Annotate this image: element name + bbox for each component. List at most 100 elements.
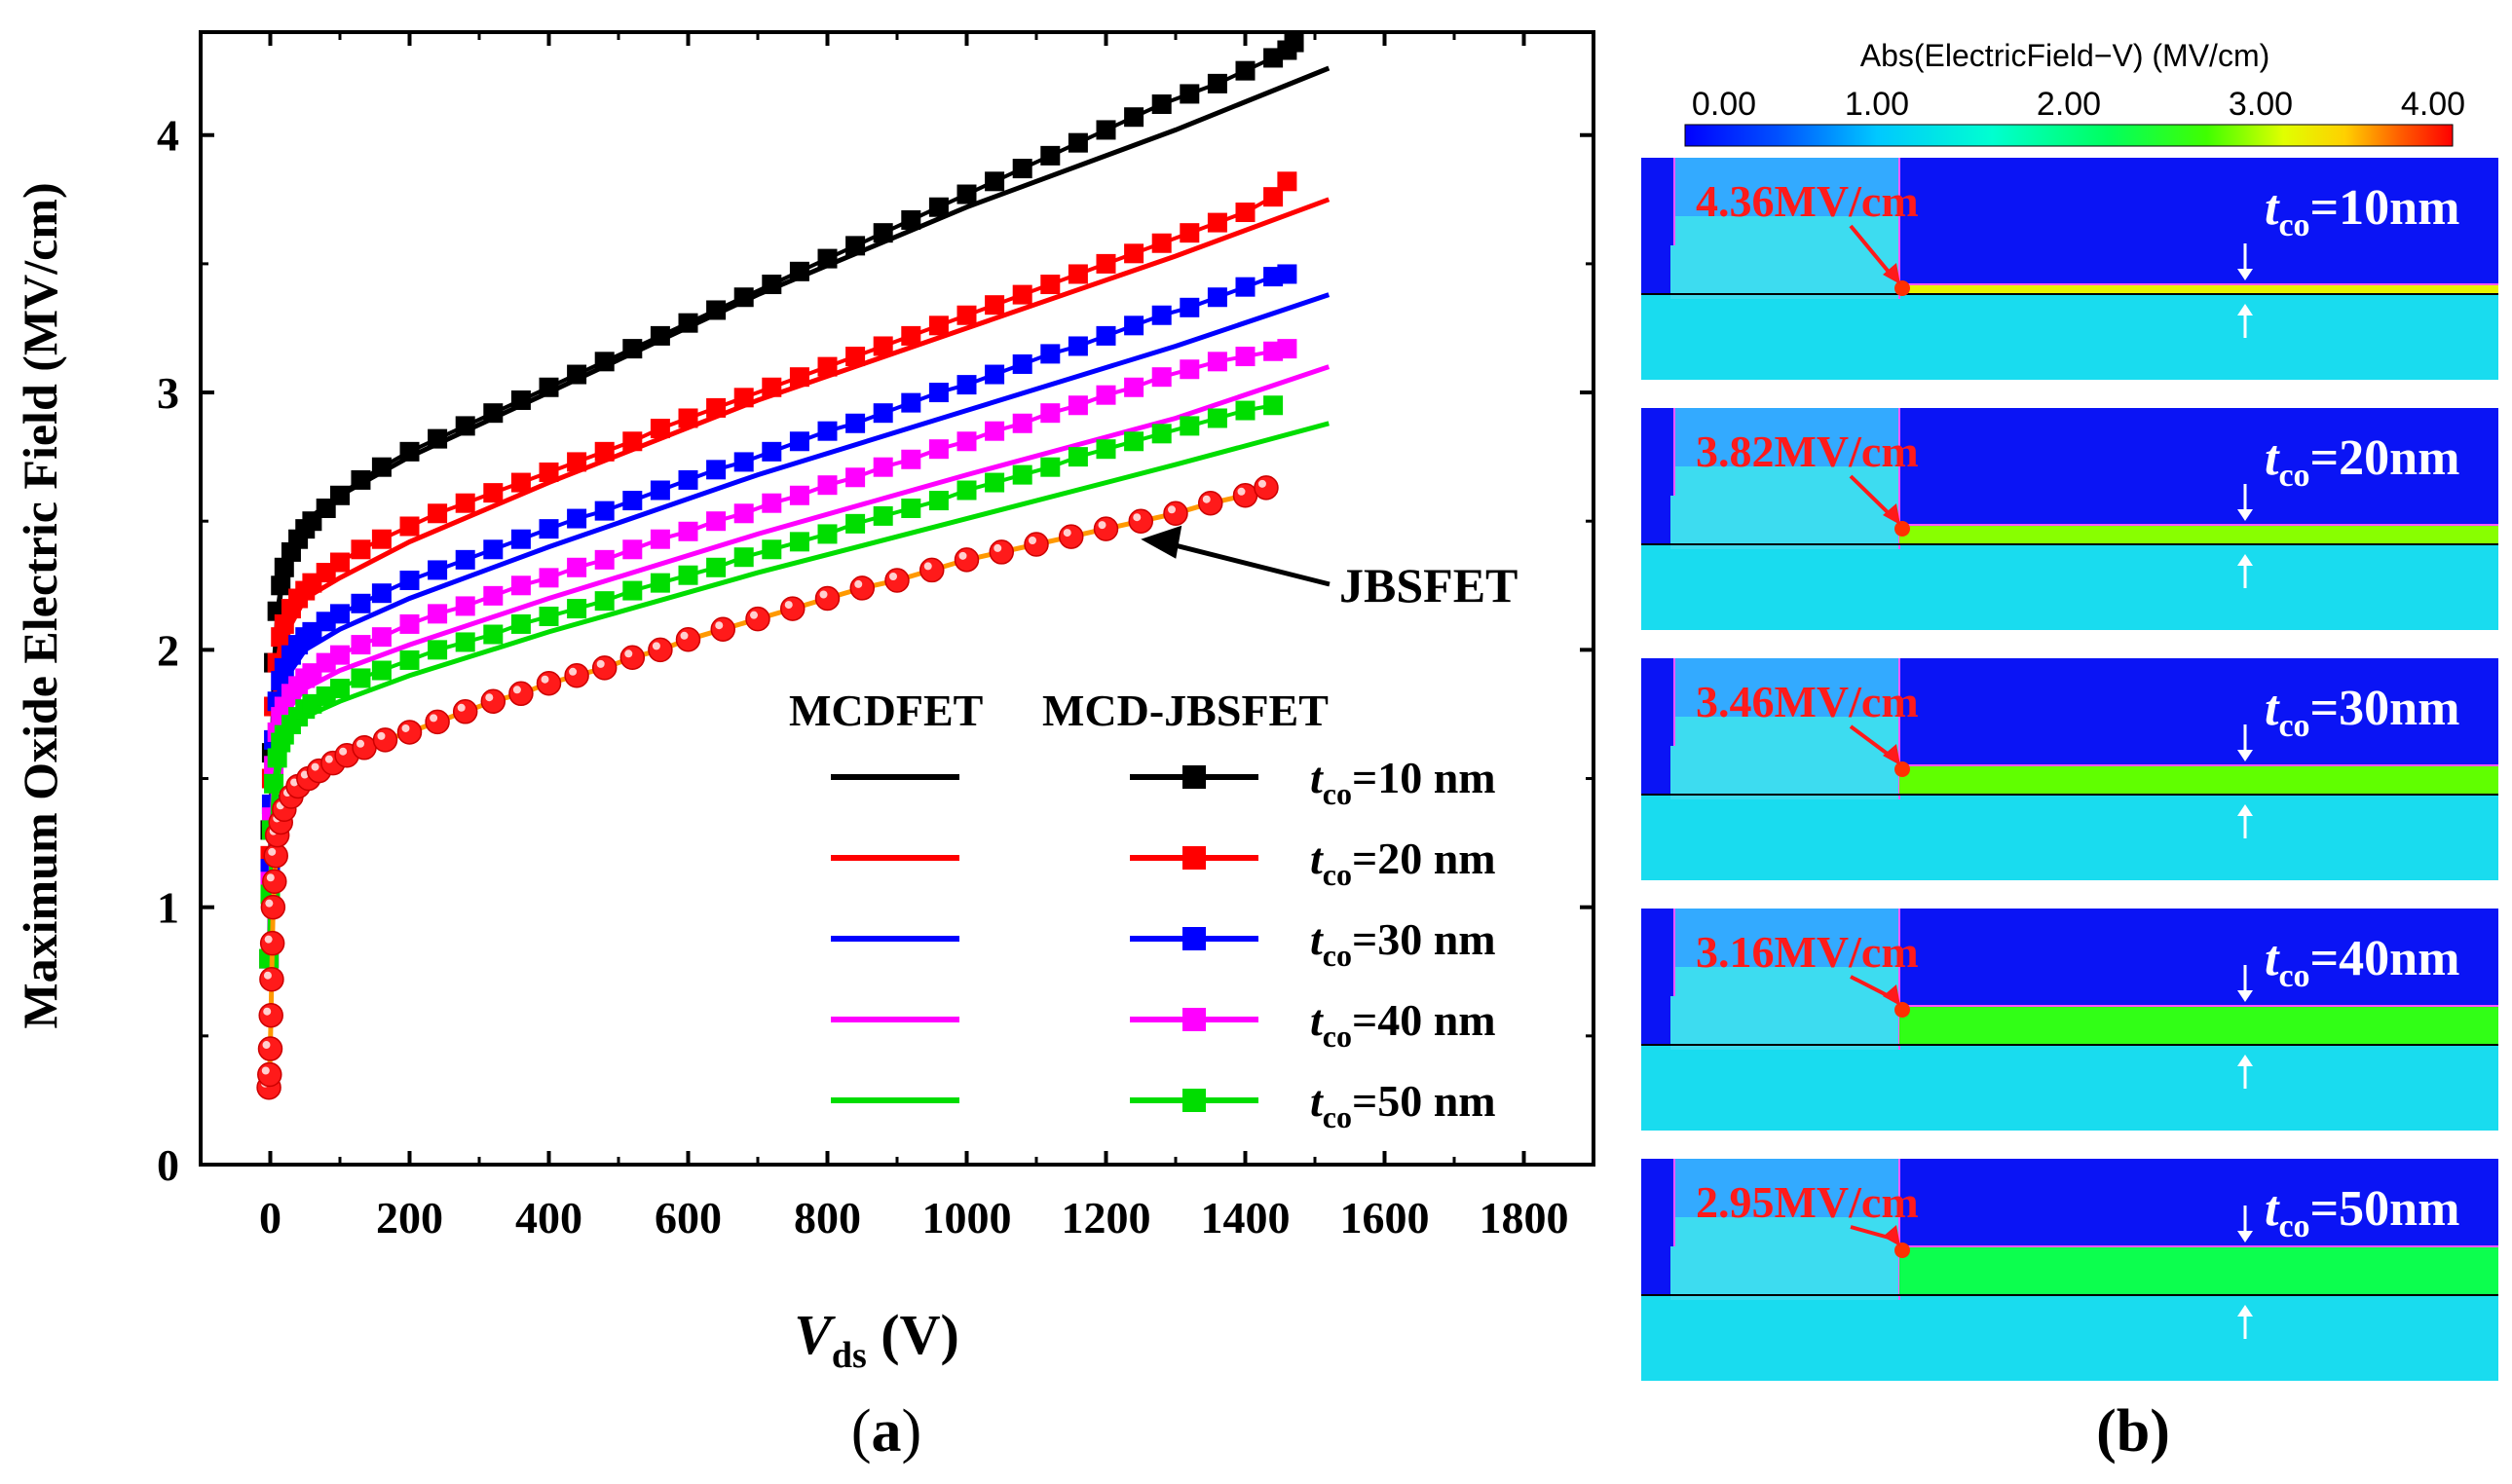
mcd-jbsfet-point	[817, 524, 838, 544]
mcd-jbsfet-point	[789, 367, 809, 388]
mcd-jbsfet-point	[399, 516, 420, 537]
jbsfet-point-highlight	[784, 601, 793, 610]
mcd-jbsfet-point	[1124, 377, 1144, 397]
mcd-jbsfet-point	[567, 508, 587, 529]
mcd-jbsfet-point	[873, 505, 893, 526]
jbsfet-point-highlight	[652, 642, 660, 650]
map-substrate	[1641, 795, 2498, 880]
x-axis-label-sub: ds	[832, 1335, 867, 1376]
mcd-jbsfet-point	[817, 356, 838, 377]
peak-label: 3.82MV/cm	[1696, 427, 1919, 476]
field-map-50nm: 2.95MV/cm tco=50nm	[1641, 1159, 2498, 1381]
mcd-jbsfet-point	[1207, 352, 1227, 372]
peak-arrow-line	[1849, 724, 1894, 760]
mcd-jbsfet-point	[928, 491, 949, 511]
mcd-jbsfet-point	[539, 568, 559, 588]
mcd-jbsfet-point	[678, 521, 698, 541]
peak-arrow-line	[1849, 474, 1894, 519]
map-jfet-lower	[1670, 216, 1899, 299]
mcd-jbsfet-point	[706, 397, 727, 418]
mcd-jbsfet-point	[678, 313, 698, 333]
jbsfet-point-highlight	[1168, 505, 1176, 514]
mcd-jbsfet-point	[985, 364, 1005, 385]
map-jfet-lower	[1670, 717, 1899, 799]
jbsfet-point	[352, 735, 377, 761]
mcd-jbsfet-point	[706, 300, 727, 320]
mcd-jbsfet-point	[1180, 84, 1200, 104]
y-tick-label: 0	[157, 1140, 179, 1190]
jbsfet-point-highlight	[569, 667, 578, 676]
mcd-jbsfet-point	[650, 573, 670, 593]
mcd-jbsfet-point	[845, 467, 866, 488]
legend-marker	[1182, 1089, 1206, 1112]
peak-label: 3.46MV/cm	[1696, 677, 1919, 726]
mcd-jbsfet-point	[873, 336, 893, 356]
legend-label-sub: co	[1323, 938, 1352, 973]
mcd-jbsfet-point	[650, 529, 670, 549]
mcd-jbsfet-point	[351, 668, 371, 688]
x-tick-label: 1400	[1201, 1193, 1291, 1243]
mcd-jbsfet-point	[733, 547, 754, 568]
mcd-jbsfet-point	[399, 613, 420, 634]
annotation-label: JBSFET	[1339, 558, 1518, 612]
mcd-jbsfet-point	[594, 352, 615, 372]
mcd-jbsfet-point	[706, 557, 727, 577]
jbsfet-point-highlight	[264, 935, 273, 944]
mcd-jbsfet-point	[928, 439, 949, 460]
legend-label-t: t	[1310, 1076, 1324, 1126]
mcd-jbsfet-point	[1124, 107, 1144, 128]
jbsfet-point-highlight	[1098, 521, 1106, 530]
jbsfet-point-highlight	[324, 755, 333, 763]
mcd-jbsfet-point	[510, 472, 531, 493]
mcd-jbsfet-point	[1180, 359, 1200, 380]
mcd-jbsfet-point	[428, 503, 448, 524]
mcd-jbsfet-point	[510, 390, 531, 410]
legend-label-sub: co	[1323, 857, 1352, 892]
jbsfet-point	[396, 720, 423, 745]
legend-label-sub: co	[1323, 1019, 1352, 1054]
mcd-jbsfet-point	[399, 649, 420, 670]
colorbar-title: Abs(ElectricField−V) (MV/cm)	[1860, 38, 2270, 73]
mcd-jbsfet-point	[399, 570, 420, 590]
mcd-jbsfet-point	[1096, 385, 1116, 405]
mcd-jbsfet-point	[567, 599, 587, 619]
jbsfet-point-highlight	[596, 659, 605, 668]
mcd-jbsfet-point	[956, 375, 977, 395]
field-map-20nm: 3.82MV/cm tco=20nm	[1641, 408, 2498, 630]
jbsfet-point-highlight	[261, 1066, 270, 1075]
jbsfet-point-highlight	[958, 551, 967, 560]
jbsfet-point	[259, 930, 285, 956]
mcd-jbsfet-point	[539, 377, 559, 397]
peak-arrow-head	[1883, 503, 1900, 525]
thickness-label-value: =30nm	[2310, 681, 2460, 736]
mcd-jbsfet-point	[1124, 431, 1144, 452]
jbsfet-point	[954, 547, 980, 573]
mcd-jbsfet-point	[1235, 60, 1256, 81]
peak-arrow-head	[1883, 1225, 1900, 1246]
mcd-jbsfet-point	[622, 491, 643, 511]
jbsfet-point	[258, 1002, 283, 1028]
mcd-jbsfet-point	[483, 585, 504, 606]
mcd-jbsfet-point	[956, 431, 977, 452]
field-map-30nm: 3.46MV/cm tco=30nm	[1641, 658, 2498, 880]
jbsfet-point-highlight	[750, 611, 758, 619]
thickness-label-t: t	[2265, 681, 2280, 736]
map-substrate	[1641, 1295, 2498, 1381]
legend-label-value: =50 nm	[1352, 1076, 1496, 1126]
legend-label-t: t	[1310, 914, 1324, 964]
x-tick-label: 800	[794, 1193, 861, 1243]
mcd-jbsfet-point	[762, 275, 782, 295]
legend-marker	[1182, 1008, 1206, 1031]
legend-label-value: =30 nm	[1352, 914, 1496, 964]
jbsfet-point	[884, 568, 910, 593]
mcd-jbsfet-point	[371, 627, 392, 648]
mcd-jbsfet-point	[1180, 416, 1200, 436]
mcd-jbsfet-point	[789, 261, 809, 281]
jbsfet-point-highlight	[1133, 513, 1142, 522]
mcd-jbsfet-point	[455, 632, 475, 652]
jbsfet-point-highlight	[541, 675, 549, 684]
mcd-jbsfet-point	[1235, 203, 1256, 223]
field-map-40nm: 3.16MV/cm tco=40nm	[1641, 909, 2498, 1131]
